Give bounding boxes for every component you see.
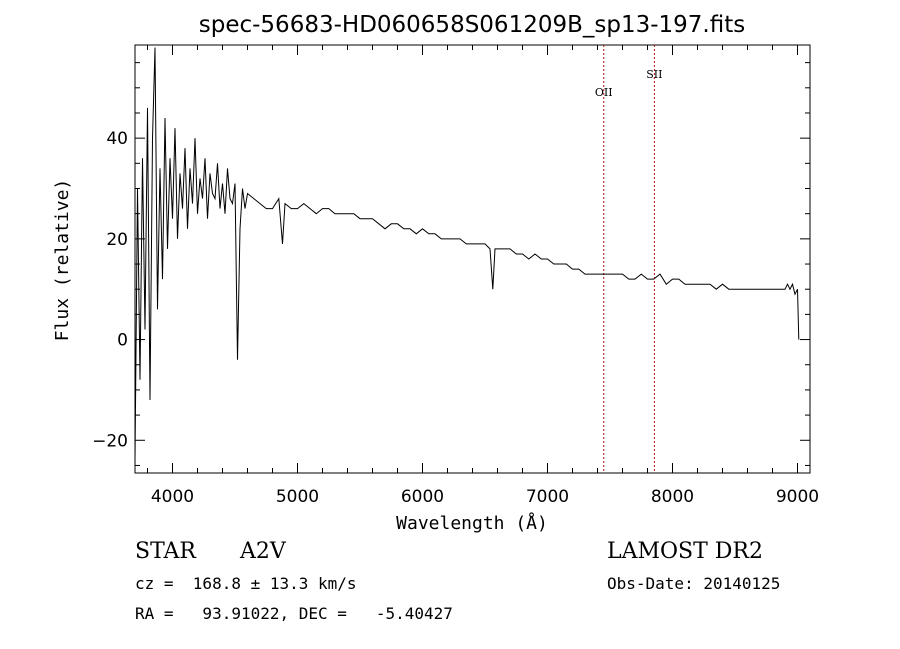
x-tick-label-3: 7000 — [526, 487, 569, 507]
line-marker-label-OII: OII — [595, 86, 613, 99]
x-tick-label-5: 9000 — [776, 487, 819, 507]
x-tick-label-0: 4000 — [151, 487, 194, 507]
object-class: STAR — [135, 539, 197, 564]
x-axis-label: Wavelength (Å) — [396, 512, 548, 534]
y-axis-ticks: −20 0 20 40 — [92, 62, 810, 466]
object-subclass: A2V — [239, 539, 287, 564]
redshift-readout: cz = 168.8 ± 13.3 km/s — [135, 574, 357, 593]
obs-date: Obs-Date: 20140125 — [607, 574, 780, 593]
y-tick-label-3: 40 — [106, 129, 128, 149]
line-marker-label-SII: SII — [646, 68, 662, 81]
chart-title: spec-56683-HD060658S061209B_sp13-197.fit… — [199, 12, 745, 38]
x-axis-ticks: 4000 5000 6000 7000 8000 9000 — [147, 45, 819, 507]
y-tick-label-2: 20 — [106, 230, 128, 250]
y-tick-label-1: 0 — [117, 331, 128, 351]
x-tick-label-1: 5000 — [276, 487, 319, 507]
spectrum-series-line — [134, 47, 800, 461]
y-axis-label: Flux (relative) — [52, 179, 73, 342]
coordinates-readout: RA = 93.91022, DEC = -5.40427 — [135, 604, 453, 623]
x-tick-label-2: 6000 — [401, 487, 444, 507]
y-tick-label-0: −20 — [92, 431, 128, 451]
x-tick-label-4: 8000 — [651, 487, 694, 507]
emission-line-markers: OII SII — [595, 45, 662, 473]
survey-name: LAMOST DR2 — [607, 539, 763, 564]
